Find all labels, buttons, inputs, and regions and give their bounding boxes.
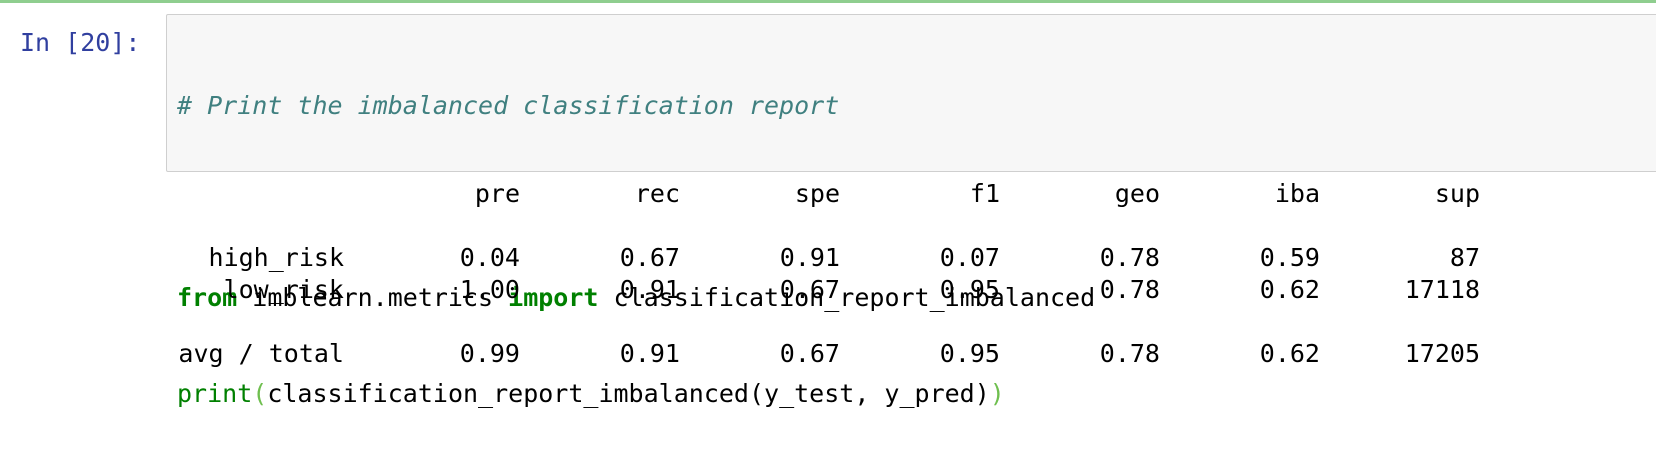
header-geo: geo	[1114, 179, 1160, 208]
row-label: high_risk	[208, 243, 344, 272]
header-spe: spe	[794, 179, 840, 208]
code-editor[interactable]: # Print the imbalanced classification re…	[177, 26, 1095, 474]
value-sup: 17118	[1404, 275, 1480, 304]
value-pre: 0.99	[459, 339, 520, 368]
cell-output: pre rec spe f1 geo iba sup high_risk 0.0…	[166, 178, 1566, 370]
input-prompt: In [20]:	[20, 28, 141, 57]
header-f1: f1	[969, 179, 1000, 208]
value-sup: 17205	[1404, 339, 1480, 368]
close-paren: )	[989, 379, 1005, 408]
keyword-import: import	[508, 283, 599, 312]
value-rec: 0.91	[619, 275, 680, 304]
imported-name: classification_report_imbalanced	[598, 283, 1096, 312]
value-f1: 0.07	[939, 243, 1000, 272]
open-paren: (	[252, 379, 268, 408]
value-spe: 0.67	[779, 339, 840, 368]
blank-line	[166, 306, 1566, 338]
module-name: imblearn.metrics	[237, 283, 509, 312]
report-row-avg-total: avg / total 0.99 0.91 0.67 0.95 0.78 0.6…	[166, 338, 1566, 370]
header-sup: sup	[1434, 179, 1480, 208]
value-geo: 0.78	[1099, 275, 1160, 304]
code-line-import: from imblearn.metrics import classificat…	[177, 282, 1095, 314]
report-header-row: pre rec spe f1 geo iba sup	[166, 178, 1566, 210]
row-label: avg / total	[178, 339, 344, 368]
value-geo: 0.78	[1099, 339, 1160, 368]
report-row-low-risk: low_risk 1.00 0.91 0.67 0.95 0.78 0.62 1…	[166, 274, 1566, 306]
value-iba: 0.62	[1259, 339, 1320, 368]
value-f1: 0.95	[939, 275, 1000, 304]
value-spe: 0.67	[779, 275, 840, 304]
header-iba: iba	[1274, 179, 1320, 208]
row-label: low_risk	[223, 275, 344, 304]
value-rec: 0.91	[619, 339, 680, 368]
blank-line	[166, 210, 1566, 242]
value-pre: 1.00	[459, 275, 520, 304]
code-comment: # Print the imbalanced classification re…	[177, 91, 840, 120]
builtin-print: print	[177, 379, 253, 408]
call-expression: classification_report_imbalanced(y_test,…	[267, 379, 990, 408]
code-line-1: # Print the imbalanced classification re…	[177, 90, 1095, 122]
value-pre: 0.04	[459, 243, 520, 272]
value-rec: 0.67	[619, 243, 680, 272]
header-rec: rec	[634, 179, 680, 208]
keyword-from: from	[177, 283, 238, 312]
value-f1: 0.95	[939, 339, 1000, 368]
cell-selection-bar	[0, 0, 1656, 3]
code-input-area[interactable]: # Print the imbalanced classification re…	[166, 14, 1656, 408]
value-iba: 0.59	[1259, 243, 1320, 272]
report-row-high-risk: high_risk 0.04 0.67 0.91 0.07 0.78 0.59 …	[166, 242, 1566, 274]
value-iba: 0.62	[1259, 275, 1320, 304]
code-line-print: print(classification_report_imbalanced(y…	[177, 378, 1095, 410]
header-pre: pre	[474, 179, 520, 208]
value-spe: 0.91	[779, 243, 840, 272]
value-geo: 0.78	[1099, 243, 1160, 272]
value-sup: 87	[1449, 243, 1480, 272]
